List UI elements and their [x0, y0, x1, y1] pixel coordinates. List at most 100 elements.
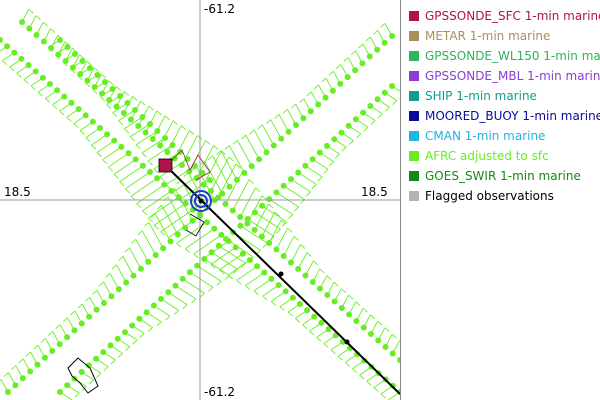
observation-dot [139, 162, 146, 169]
legend-item[interactable]: GPSSONDE_SFC 1-min marine [409, 8, 600, 24]
wind-barb [262, 295, 268, 301]
wind-barb [125, 188, 131, 194]
wind-barb [129, 123, 151, 138]
wind-barb [124, 91, 130, 96]
legend-item[interactable]: CMAN 1-min marine [409, 128, 545, 144]
observation-dot [82, 112, 89, 119]
wind-barb [365, 36, 371, 42]
wind-barb [345, 362, 351, 367]
storm-center-marker[interactable] [190, 190, 212, 212]
legend-item[interactable]: Flagged observations [409, 188, 554, 204]
wind-barb [150, 213, 156, 219]
wind-barb [153, 224, 159, 230]
wind-barb [124, 247, 130, 253]
observation-dot [331, 298, 338, 305]
wind-barb [156, 110, 162, 116]
observation-dot [143, 309, 150, 316]
observation-dot [201, 256, 208, 262]
wind-barb [283, 185, 305, 200]
legend-item[interactable]: SHIP 1-min marine [409, 88, 537, 104]
observation-dot [295, 169, 302, 176]
wind-barb [207, 155, 213, 161]
wind-barb [108, 166, 114, 172]
wind-barb [184, 248, 190, 253]
observation-dot [311, 313, 318, 320]
wind-barb [123, 128, 130, 134]
wind-barb [100, 96, 106, 102]
wind-barb [55, 54, 61, 60]
observation-dot [32, 68, 39, 75]
wind-barb [261, 195, 267, 201]
observation-dot [150, 302, 157, 309]
wind-barb [172, 172, 203, 193]
wind-barb [183, 172, 189, 177]
wind-barb [23, 79, 29, 84]
wind-barb [70, 310, 76, 316]
observation-dot [174, 231, 181, 238]
legend-item[interactable]: GPSSONDE_MBL 1-min marine [409, 68, 600, 84]
wind-barb [106, 104, 112, 110]
wind-barb [341, 288, 347, 294]
legend-item[interactable]: METAR 1-min marine [409, 28, 550, 44]
gpssonde-sfc-marker[interactable] [158, 158, 173, 173]
legend-label: AFRC adjusted to sfc [425, 149, 549, 163]
observation-dot [123, 279, 130, 286]
wind-barb [148, 105, 154, 111]
wind-barb [312, 260, 319, 266]
wind-barb [165, 315, 171, 321]
track-point [344, 339, 350, 345]
observation-dot [315, 101, 322, 108]
wind-barb [79, 54, 85, 60]
observation-dot [72, 51, 78, 57]
observation-dot [288, 176, 294, 183]
observation-dot [122, 329, 128, 336]
observation-dot [193, 175, 200, 181]
legend-item[interactable]: GOES_SWIR 1-min marine [409, 168, 581, 184]
wind-barb [205, 140, 211, 145]
storm-track-layer [165, 149, 400, 395]
observation-dot [346, 311, 353, 318]
observation-dot [270, 142, 277, 149]
wind-barb [55, 324, 61, 330]
legend-item[interactable]: GPSSONDE_WL150 1-min marine [409, 48, 600, 64]
wind-barb [241, 134, 247, 140]
observation-dot [352, 67, 359, 74]
wind-barb [187, 172, 208, 208]
observation-dot [244, 216, 251, 222]
observation-dot [157, 142, 164, 149]
observation-dot [164, 149, 171, 155]
wind-barb [137, 230, 143, 236]
wind-barb [18, 358, 24, 364]
legend-label: CMAN 1-min marine [425, 129, 546, 143]
wind-barb [228, 156, 234, 162]
longitude-label-right: 18.5 [361, 185, 388, 199]
legend-label: METAR 1-min marine [425, 29, 551, 43]
legend-swatch [409, 171, 419, 181]
wind-barb [172, 120, 178, 126]
wind-barb [352, 368, 358, 374]
observation-dot [154, 175, 161, 182]
wind-barb [144, 221, 150, 227]
observation-dot [289, 294, 296, 301]
wind-barb [173, 310, 179, 315]
wind-barb [66, 116, 72, 122]
wind-barb [316, 336, 322, 342]
wind-barb [328, 70, 334, 76]
observation-dot [360, 324, 367, 331]
wind-barb [108, 80, 114, 86]
wind-barb [47, 331, 54, 336]
legend-item[interactable]: AFRC adjusted to sfc [409, 148, 549, 164]
wind-barb [176, 221, 208, 244]
observation-dot [318, 319, 325, 326]
wind-barb [274, 114, 280, 119]
observation-dot [61, 93, 68, 100]
observation-map[interactable]: -61.2 -61.2 18.5 18.5 [0, 0, 400, 400]
wind-barb [169, 187, 176, 193]
observation-dot [142, 129, 149, 136]
wind-barb [165, 184, 171, 190]
wind-barb [218, 245, 246, 264]
wind-barb [112, 112, 118, 118]
wind-barb [42, 21, 49, 27]
legend-item[interactable]: MOORED_BUOY 1-min marine [409, 108, 600, 124]
wind-barb [254, 212, 281, 230]
